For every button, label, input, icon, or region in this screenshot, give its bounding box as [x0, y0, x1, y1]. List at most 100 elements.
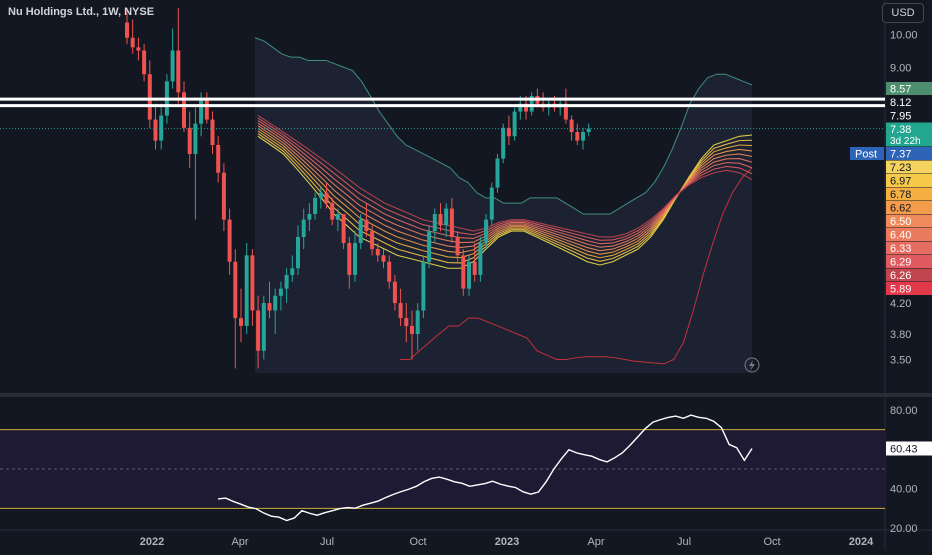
candle-body — [512, 111, 517, 137]
bollinger-upper-line — [254, 37, 753, 215]
price-marker-bg — [886, 147, 932, 160]
post-tag-bg — [850, 147, 884, 160]
price-marker-bg — [886, 122, 932, 147]
candle-body — [244, 255, 249, 326]
candle-body — [335, 214, 340, 220]
candle-body — [353, 242, 357, 275]
price-marker-label: 7.95 — [890, 111, 911, 123]
candle-body — [387, 261, 392, 282]
candle-body — [330, 203, 335, 220]
candle-body — [256, 310, 261, 351]
ema-ribbon-line — [257, 115, 753, 238]
price-tick-label: 3.80 — [890, 329, 911, 341]
rsi-value-label: 60.43 — [890, 443, 918, 455]
candle-body — [495, 158, 500, 188]
candle-body — [461, 255, 466, 289]
price-marker-label: 6.26 — [890, 270, 911, 282]
candle-body — [524, 103, 528, 112]
candle-body — [432, 214, 437, 232]
candle-body — [193, 123, 198, 154]
candle-body — [501, 127, 506, 159]
candle-body — [250, 255, 255, 311]
candle-body — [147, 74, 152, 120]
price-marker-bg — [886, 187, 932, 201]
time-axis-label: Jul — [320, 536, 334, 548]
price-tick-label: 4.20 — [890, 298, 911, 310]
candle-body — [142, 50, 147, 75]
candle-body — [176, 50, 181, 93]
price-marker-label: 7.37 — [890, 149, 911, 161]
candle-body — [216, 145, 221, 173]
time-axis-label: 2023 — [495, 536, 519, 548]
candle-body — [239, 318, 243, 326]
time-axis-label: 2024 — [849, 536, 874, 548]
price-marker-label: 7.23 — [890, 162, 911, 174]
candle-body — [278, 288, 283, 296]
candle-body — [529, 96, 534, 112]
price-marker-label: 6.40 — [890, 230, 911, 242]
time-axis-label: 2022 — [140, 536, 164, 548]
candle-body — [290, 268, 295, 275]
candle-body — [427, 231, 432, 262]
price-marker-label: 6.97 — [890, 176, 911, 188]
candle-body — [210, 119, 215, 146]
price-marker-label: 6.78 — [890, 189, 911, 201]
price-marker-bg — [886, 228, 932, 241]
candle-body — [444, 208, 449, 226]
candle-body — [415, 310, 420, 335]
candle-body — [153, 119, 158, 141]
candle-body — [569, 119, 574, 133]
rsi-tick-label: 20.00 — [890, 523, 918, 535]
candle-body — [159, 115, 164, 141]
time-axis-label: Oct — [409, 536, 426, 548]
candle-body — [130, 37, 135, 48]
candle-body — [324, 192, 329, 204]
candle-body — [478, 242, 483, 275]
candle-body — [392, 281, 397, 304]
candle-body — [438, 214, 443, 226]
price-marker-bg — [886, 201, 932, 214]
candle-body — [581, 132, 585, 141]
candle-body — [347, 242, 352, 275]
candle-body — [410, 325, 414, 335]
candle-body — [375, 249, 380, 256]
rsi-tick-label: 40.00 — [890, 484, 918, 496]
candle-body — [199, 99, 204, 124]
price-marker-bg — [886, 255, 932, 268]
candle-body — [398, 303, 403, 319]
ema-ribbon-line — [257, 117, 753, 241]
post-tag-label: Post — [855, 149, 877, 161]
symbol-title: Nu Holdings Ltd., 1W, NYSE — [8, 6, 155, 18]
price-marker-bg — [885, 108, 932, 123]
bollinger-lower-line — [400, 167, 753, 365]
candle-body — [187, 127, 192, 154]
candle-body — [449, 208, 454, 237]
candle-body — [484, 219, 489, 243]
candle-body — [267, 303, 272, 311]
price-marker-countdown: 3d 22h — [890, 136, 921, 147]
candle-body — [472, 261, 477, 275]
price-tick-label: 9.00 — [890, 62, 911, 74]
candle-body — [261, 303, 266, 351]
candle-body — [563, 103, 568, 120]
price-marker-bg — [886, 214, 932, 228]
price-tick-label: 3.50 — [890, 354, 911, 366]
price-marker-label: 7.38 — [890, 124, 911, 136]
currency-button[interactable]: USD — [882, 3, 924, 23]
price-marker-label: 6.33 — [890, 243, 911, 255]
time-axis-label: Apr — [231, 536, 248, 548]
candle-body — [296, 236, 300, 269]
candle-body — [358, 219, 363, 243]
price-marker-label: 8.57 — [890, 84, 911, 96]
price-marker-label: 6.62 — [890, 203, 911, 215]
candle-body — [506, 127, 511, 137]
candle-body — [284, 274, 289, 289]
candle-body — [136, 47, 141, 51]
rsi-band-fill — [0, 429, 885, 509]
rsi-value-bg — [886, 441, 932, 456]
time-axis-label: Jul — [677, 536, 691, 548]
time-axis-label: Oct — [763, 536, 780, 548]
price-marker-bg — [886, 82, 932, 95]
